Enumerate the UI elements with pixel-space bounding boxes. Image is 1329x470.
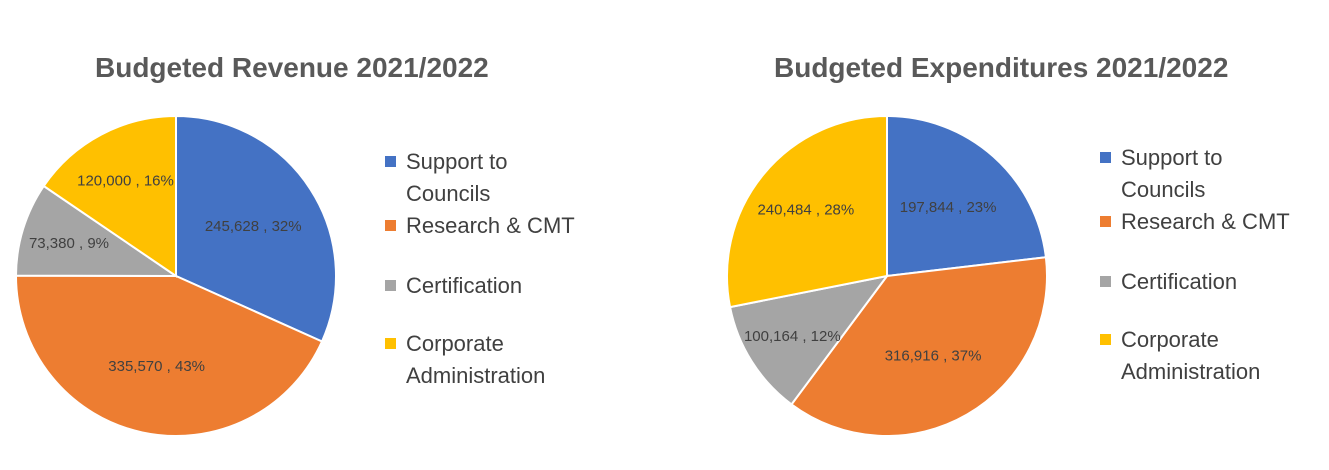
chart-title: Budgeted Revenue 2021/2022 [95, 52, 489, 83]
pie-slice-corporate-administration [726, 114, 888, 309]
slice-data-label: 316,916 , 37% [885, 348, 982, 365]
slice-data-label: 197,844 , 23% [900, 199, 997, 216]
legend-item: Research & CMT [1100, 206, 1311, 266]
legend-swatch [1100, 152, 1111, 163]
pie-slice-certification [14, 184, 180, 278]
legend-swatch [1100, 276, 1111, 287]
chart-title: Budgeted Expenditures 2021/2022 [774, 52, 1229, 83]
legend-label: Research & CMT [406, 213, 575, 238]
legend-item: Support to Councils [1100, 142, 1311, 206]
pie-slice-corporate-administration [42, 114, 177, 278]
pie-slice-certification [728, 274, 890, 406]
legend-swatch [1100, 216, 1111, 227]
expenditures-chart: 197,844 , 23% 316,916 , 37% 100,164 , 12% 2… [664, 0, 1329, 470]
legend-item: Research & CMT [385, 210, 596, 270]
chart-legend: Support to Councils Research & CMT Certi… [1100, 142, 1311, 388]
legend-swatch [1100, 334, 1111, 345]
legend-item: Corporate Administration [1100, 324, 1311, 388]
legend-swatch [385, 156, 396, 167]
pie-slice-support-to-councils [175, 114, 337, 343]
legend-item: Corporate Administration [385, 328, 596, 392]
slice-data-label: 100,164 , 12% [744, 328, 841, 345]
pie-slice-research-and-cmt [15, 274, 324, 437]
legend-label: Support to Councils [1121, 145, 1223, 202]
legend-swatch [385, 220, 396, 231]
legend-item: Certification [385, 270, 596, 328]
legend-item: Certification [1100, 266, 1311, 324]
legend-label: Research & CMT [1121, 209, 1290, 234]
legend-label: Corporate Administration [1121, 327, 1261, 384]
expenditures-pie: 197,844 , 23% 316,916 , 37% 100,164 , 12% 2… [726, 114, 1048, 437]
pie-slice-research-and-cmt [790, 256, 1048, 437]
chart-legend: Support to Councils Research & CMT Certi… [385, 146, 596, 392]
legend-label: Support to Councils [406, 149, 508, 206]
slice-data-label: 335,570 , 43% [108, 358, 205, 375]
legend-label: Certification [406, 273, 523, 298]
slice-data-label: 120,000 , 16% [77, 173, 174, 190]
legend-label: Corporate Administration [406, 331, 546, 388]
legend-item: Support to Councils [385, 146, 596, 210]
slice-data-label: 240,484 , 28% [757, 201, 854, 218]
revenue-pie: 245,628 , 32% 335,570 , 43% 73,380 , 9% 120… [14, 114, 337, 437]
pie-slice-support-to-councils [886, 114, 1048, 278]
slice-data-label: 73,380 , 9% [29, 235, 109, 252]
slice-data-label: 245,628 , 32% [205, 218, 302, 235]
legend-swatch [385, 338, 396, 349]
legend-label: Certification [1121, 269, 1238, 294]
legend-swatch [385, 280, 396, 291]
revenue-chart: 245,628 , 32% 335,570 , 43% 73,380 , 9% 120… [0, 0, 664, 470]
